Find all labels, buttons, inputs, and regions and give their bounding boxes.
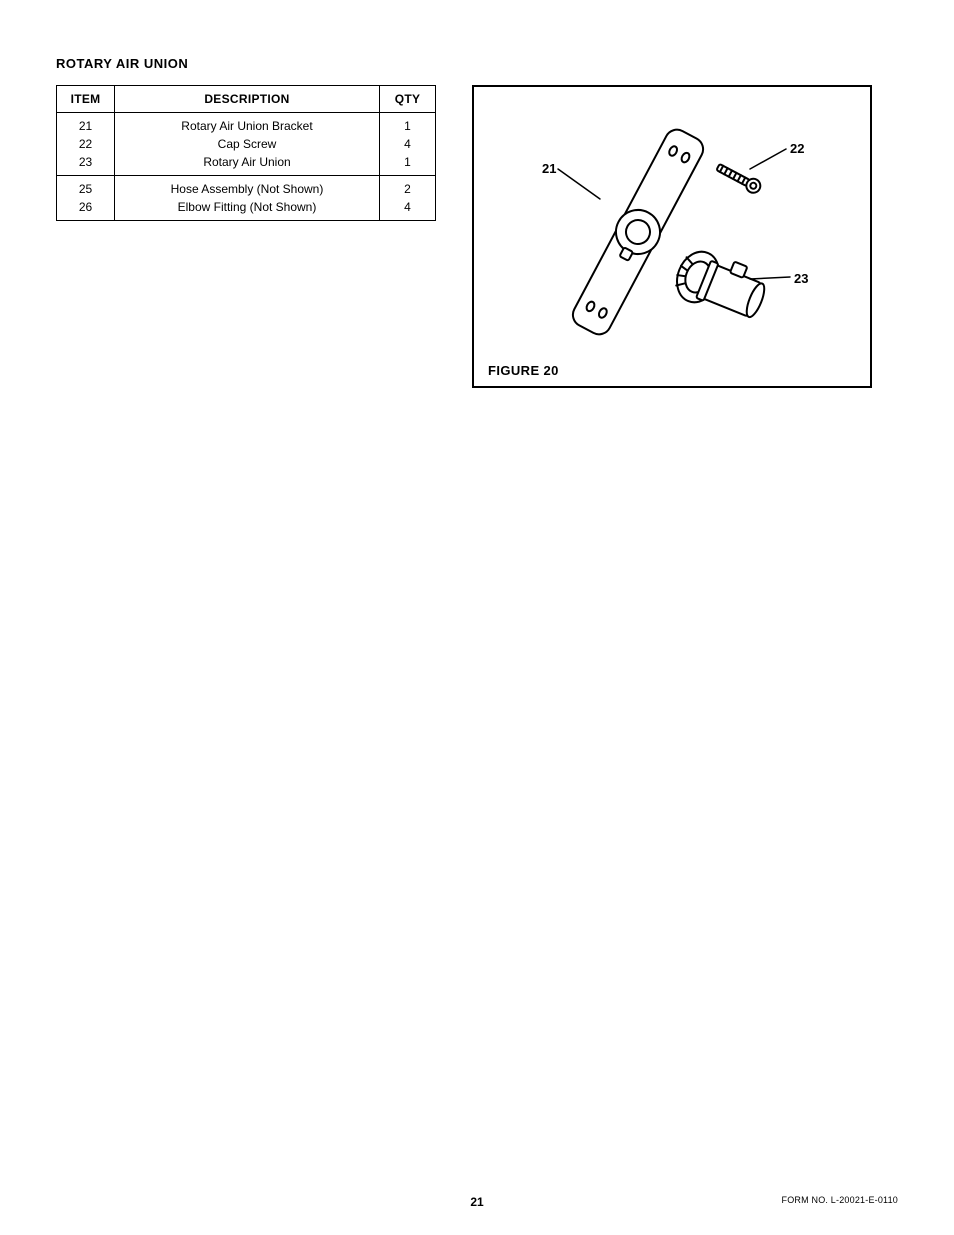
cell-qty: 2 <box>380 176 436 199</box>
section-title: ROTARY AIR UNION <box>56 56 898 71</box>
cell-desc: Elbow Fitting (Not Shown) <box>115 198 380 221</box>
table-row: 23 Rotary Air Union 1 <box>57 153 436 176</box>
cell-desc: Rotary Air Union <box>115 153 380 176</box>
cell-item: 26 <box>57 198 115 221</box>
cell-qty: 1 <box>380 113 436 136</box>
figure-box: 21 22 23 FIGURE 20 <box>472 85 872 388</box>
exploded-diagram-icon: 21 22 23 <box>488 97 858 357</box>
parts-table: ITEM DESCRIPTION QTY 21 Rotary Air Union… <box>56 85 436 221</box>
table-row: 26 Elbow Fitting (Not Shown) 4 <box>57 198 436 221</box>
callout-22: 22 <box>790 141 804 156</box>
cell-desc: Hose Assembly (Not Shown) <box>115 176 380 199</box>
table-row: 21 Rotary Air Union Bracket 1 <box>57 113 436 136</box>
cell-item: 21 <box>57 113 115 136</box>
callout-23: 23 <box>794 271 808 286</box>
table-row: 25 Hose Assembly (Not Shown) 2 <box>57 176 436 199</box>
header-description: DESCRIPTION <box>115 86 380 113</box>
callout-21: 21 <box>542 161 556 176</box>
figure-caption: FIGURE 20 <box>488 363 856 378</box>
cell-desc: Cap Screw <box>115 135 380 153</box>
page-number: 21 <box>470 1195 483 1209</box>
form-number: FORM NO. L-20021-E-0110 <box>782 1195 898 1205</box>
cell-item: 23 <box>57 153 115 176</box>
cell-item: 22 <box>57 135 115 153</box>
cell-qty: 1 <box>380 153 436 176</box>
cell-qty: 4 <box>380 135 436 153</box>
cell-qty: 4 <box>380 198 436 221</box>
header-item: ITEM <box>57 86 115 113</box>
cell-item: 25 <box>57 176 115 199</box>
header-qty: QTY <box>380 86 436 113</box>
cell-desc: Rotary Air Union Bracket <box>115 113 380 136</box>
table-row: 22 Cap Screw 4 <box>57 135 436 153</box>
table-header-row: ITEM DESCRIPTION QTY <box>57 86 436 113</box>
